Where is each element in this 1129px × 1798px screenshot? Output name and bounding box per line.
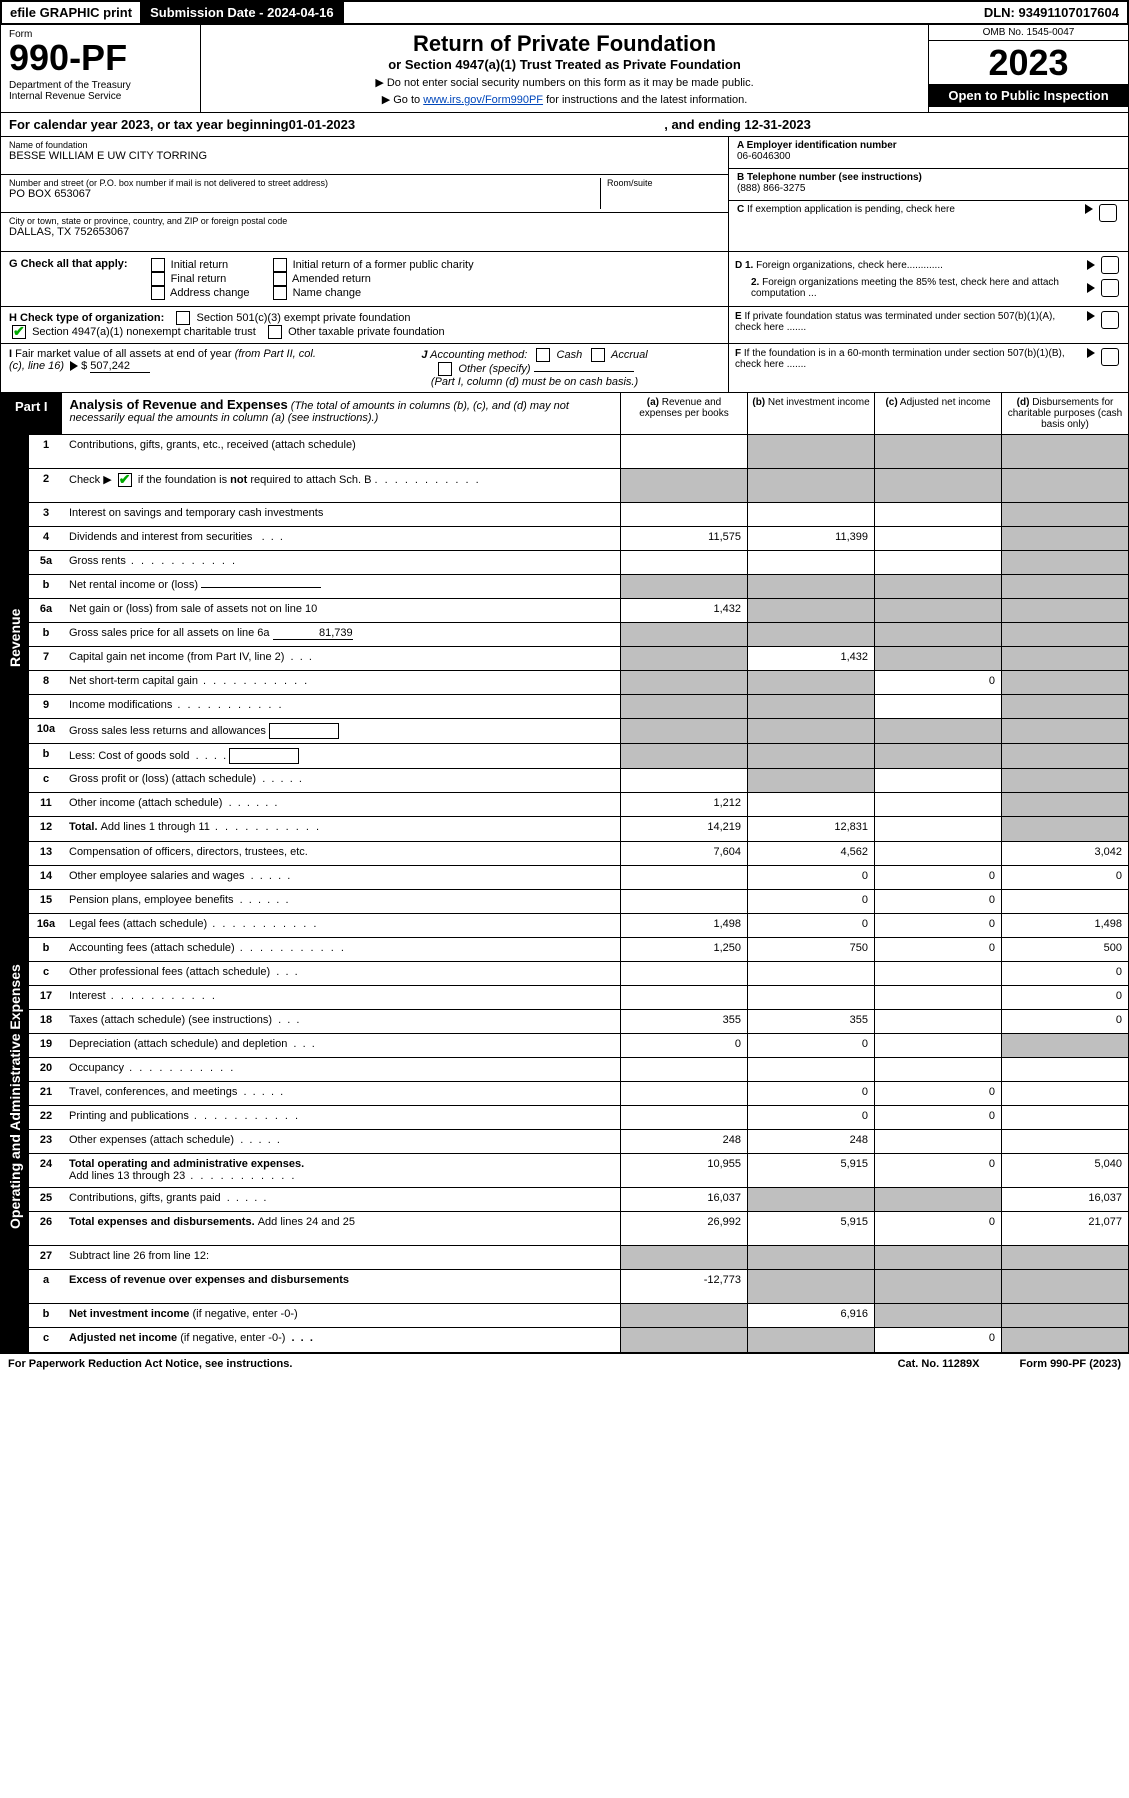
col-c-header: (c) Adjusted net income: [874, 393, 1001, 434]
tax-year: 2023: [929, 41, 1128, 84]
c-label: If exemption application is pending, che…: [747, 204, 955, 215]
footer-right: Form 990-PF (2023): [1020, 1358, 1122, 1370]
c-checkbox[interactable]: [1099, 204, 1117, 222]
g-label: G Check all that apply:: [9, 258, 128, 270]
instr-1: ▶ Do not enter social security numbers o…: [207, 76, 922, 89]
irs-link[interactable]: www.irs.gov/Form990PF: [423, 94, 543, 106]
4947a1-checkbox[interactable]: [12, 325, 26, 339]
name-label: Name of foundation: [9, 140, 720, 150]
i-j-section: I Fair market value of all assets at end…: [0, 344, 1129, 393]
instr-2: ▶ Go to www.irs.gov/Form990PF for instru…: [207, 93, 922, 106]
entity-box: Name of foundation BESSE WILLIAM E UW CI…: [0, 137, 1129, 252]
d1-checkbox[interactable]: [1101, 256, 1119, 274]
top-bar: efile GRAPHIC print Submission Date - 20…: [0, 0, 1129, 25]
ein-label: A Employer identification number: [737, 140, 897, 151]
final-return-checkbox[interactable]: [151, 272, 165, 286]
g-section: G Check all that apply: Initial return F…: [0, 252, 1129, 307]
calendar-year-row: For calendar year 2023, or tax year begi…: [0, 113, 1129, 137]
footer-left: For Paperwork Reduction Act Notice, see …: [8, 1358, 292, 1370]
expenses-side-label: Operating and Administrative Expenses: [1, 842, 29, 1352]
open-public: Open to Public Inspection: [929, 84, 1128, 107]
revenue-side-label: Revenue: [1, 435, 29, 841]
f-checkbox[interactable]: [1101, 348, 1119, 366]
name-change-checkbox[interactable]: [273, 286, 287, 300]
arrow-icon: [1087, 283, 1095, 293]
cash-checkbox[interactable]: [536, 348, 550, 362]
department: Department of the TreasuryInternal Reven…: [9, 80, 192, 102]
revenue-table: Revenue 1Contributions, gifts, grants, e…: [0, 435, 1129, 842]
city-label: City or town, state or province, country…: [9, 216, 720, 226]
omb-number: OMB No. 1545-0047: [929, 25, 1128, 41]
part1-header: Part I Analysis of Revenue and Expenses …: [0, 393, 1129, 435]
arrow-icon: [1087, 260, 1095, 270]
form-subtitle: or Section 4947(a)(1) Trust Treated as P…: [207, 57, 922, 72]
col-a-header: (a) Revenue and expenses per books: [620, 393, 747, 434]
part-label: Part I: [1, 393, 62, 434]
part-title: Analysis of Revenue and Expenses: [70, 397, 288, 412]
submission-date: Submission Date - 2024-04-16: [142, 2, 344, 23]
form-title: Return of Private Foundation: [207, 31, 922, 57]
col-d-header: (d) Disbursements for charitable purpose…: [1001, 393, 1128, 434]
room-label: Room/suite: [607, 178, 720, 188]
city-state-zip: DALLAS, TX 752653067: [9, 226, 720, 238]
initial-former-checkbox[interactable]: [273, 258, 287, 272]
address-change-checkbox[interactable]: [151, 286, 165, 300]
h-section: H Check type of organization: Section 50…: [0, 307, 1129, 344]
sch-b-checkbox[interactable]: [118, 473, 132, 487]
foundation-name: BESSE WILLIAM E UW CITY TORRING: [9, 150, 720, 162]
arrow-icon: [1087, 348, 1095, 358]
efile-button[interactable]: efile GRAPHIC print: [2, 2, 142, 23]
j-note: (Part I, column (d) must be on cash basi…: [349, 376, 720, 388]
other-method-checkbox[interactable]: [438, 362, 452, 376]
fmv-value: 507,242: [90, 360, 150, 373]
e-checkbox[interactable]: [1101, 311, 1119, 329]
expenses-table: Operating and Administrative Expenses 13…: [0, 842, 1129, 1353]
phone-label: B Telephone number (see instructions): [737, 172, 922, 183]
accrual-checkbox[interactable]: [591, 348, 605, 362]
arrow-icon: [1087, 311, 1095, 321]
page-footer: For Paperwork Reduction Act Notice, see …: [0, 1353, 1129, 1374]
amended-return-checkbox[interactable]: [273, 272, 287, 286]
initial-return-checkbox[interactable]: [151, 258, 165, 272]
arrow-icon: [70, 361, 78, 371]
phone: (888) 866-3275: [737, 183, 805, 194]
dln: DLN: 93491107017604: [976, 2, 1127, 23]
arrow-icon: [1085, 204, 1093, 214]
501c3-checkbox[interactable]: [176, 311, 190, 325]
form-number: 990-PF: [9, 40, 192, 76]
col-b-header: (b) Net investment income: [747, 393, 874, 434]
address: PO BOX 653067: [9, 188, 600, 200]
addr-label: Number and street (or P.O. box number if…: [9, 178, 600, 188]
ein: 06-6046300: [737, 151, 790, 162]
footer-mid: Cat. No. 11289X: [898, 1358, 980, 1370]
d2-checkbox[interactable]: [1101, 279, 1119, 297]
other-taxable-checkbox[interactable]: [268, 325, 282, 339]
form-header: Form 990-PF Department of the TreasuryIn…: [0, 25, 1129, 113]
